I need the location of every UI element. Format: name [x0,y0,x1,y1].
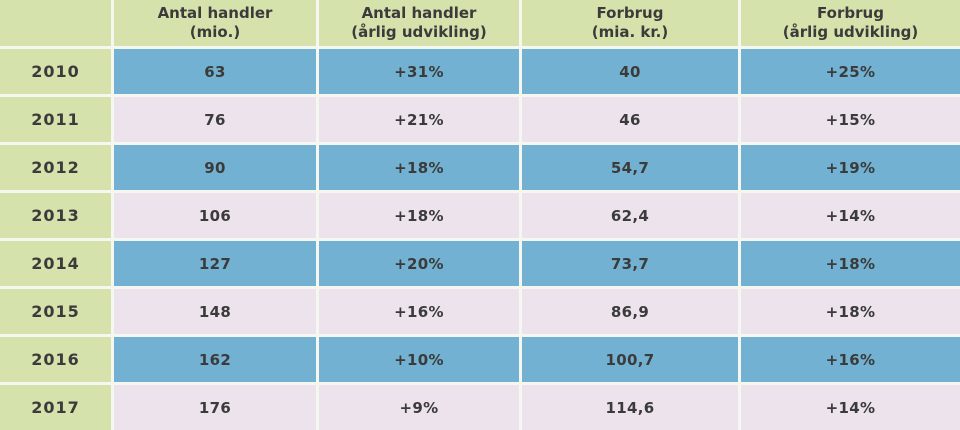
data-cell: +25% [741,49,960,94]
data-cell: +18% [319,193,519,238]
data-cell: 63 [114,49,316,94]
column-header-forbrug-mia: Forbrug (mia. kr.) [522,0,738,46]
data-cell: 86,9 [522,289,738,334]
year-cell: 2015 [0,289,111,334]
data-cell: +21% [319,97,519,142]
data-cell: +19% [741,145,960,190]
data-cell: 148 [114,289,316,334]
column-header-forbrug-udvikling: Forbrug (årlig udvikling) [741,0,960,46]
data-cell: 62,4 [522,193,738,238]
data-cell: 40 [522,49,738,94]
data-cell: 46 [522,97,738,142]
data-cell: 76 [114,97,316,142]
data-cell: 73,7 [522,241,738,286]
data-cell: +16% [741,337,960,382]
data-cell: 54,7 [522,145,738,190]
data-cell: 106 [114,193,316,238]
data-cell: 176 [114,385,316,430]
corner-header-cell [0,0,111,46]
data-cell: +14% [741,193,960,238]
column-header-antal-handler-udvikling: Antal handler (årlig udvikling) [319,0,519,46]
data-cell: +15% [741,97,960,142]
data-cell: +18% [741,241,960,286]
data-cell: +9% [319,385,519,430]
header-line-1: Forbrug [817,3,884,22]
data-cell: +18% [319,145,519,190]
year-cell: 2016 [0,337,111,382]
header-line-2: (årlig udvikling) [351,23,487,41]
data-cell: 162 [114,337,316,382]
data-cell: +18% [741,289,960,334]
year-cell: 2010 [0,49,111,94]
year-cell: 2017 [0,385,111,430]
header-line-2: (årlig udvikling) [782,23,919,41]
data-cell: +14% [741,385,960,430]
data-cell: +16% [319,289,519,334]
header-line-1: Antal handler [157,3,273,22]
header-line-2: (mia. kr.) [591,23,669,41]
data-cell: 90 [114,145,316,190]
header-line-2: (mio.) [189,23,241,41]
header-line-1: Antal handler [361,3,477,22]
header-line-1: Forbrug [596,3,664,22]
column-header-antal-handler-mio: Antal handler (mio.) [114,0,316,46]
year-cell: 2011 [0,97,111,142]
data-cell: +31% [319,49,519,94]
data-cell: 127 [114,241,316,286]
data-cell: +20% [319,241,519,286]
data-cell: 100,7 [522,337,738,382]
data-cell: +10% [319,337,519,382]
year-cell: 2012 [0,145,111,190]
year-cell: 2013 [0,193,111,238]
data-cell: 114,6 [522,385,738,430]
year-cell: 2014 [0,241,111,286]
